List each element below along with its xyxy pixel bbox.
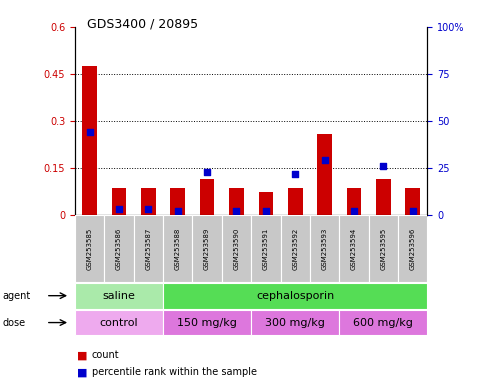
FancyBboxPatch shape (75, 215, 104, 282)
Text: 300 mg/kg: 300 mg/kg (265, 318, 325, 328)
FancyBboxPatch shape (163, 283, 427, 309)
Bar (229, 189, 244, 215)
Text: ■: ■ (77, 367, 88, 377)
Text: GSM253592: GSM253592 (292, 227, 298, 270)
Text: GDS3400 / 20895: GDS3400 / 20895 (87, 17, 198, 30)
Bar (141, 189, 156, 215)
Text: GSM253593: GSM253593 (322, 227, 327, 270)
Bar (376, 179, 391, 215)
Bar (200, 179, 214, 215)
Text: percentile rank within the sample: percentile rank within the sample (92, 367, 257, 377)
FancyBboxPatch shape (134, 215, 163, 282)
Text: GSM253585: GSM253585 (86, 227, 93, 270)
Point (291, 170, 299, 177)
Point (115, 206, 123, 212)
FancyBboxPatch shape (104, 215, 134, 282)
Point (321, 157, 328, 164)
Point (262, 208, 270, 214)
Bar (258, 192, 273, 215)
Text: 150 mg/kg: 150 mg/kg (177, 318, 237, 328)
Point (203, 169, 211, 175)
Bar (317, 134, 332, 215)
Text: dose: dose (2, 318, 26, 328)
FancyBboxPatch shape (75, 310, 163, 336)
Text: GSM253588: GSM253588 (175, 227, 181, 270)
Text: GSM253590: GSM253590 (233, 227, 240, 270)
Point (350, 208, 358, 214)
Text: GSM253591: GSM253591 (263, 227, 269, 270)
Text: GSM253587: GSM253587 (145, 227, 151, 270)
Point (174, 208, 182, 214)
FancyBboxPatch shape (339, 215, 369, 282)
Text: cephalosporin: cephalosporin (256, 291, 334, 301)
Point (144, 206, 152, 212)
Point (85, 129, 93, 135)
FancyBboxPatch shape (369, 215, 398, 282)
Bar (347, 189, 361, 215)
FancyBboxPatch shape (251, 310, 339, 336)
FancyBboxPatch shape (163, 310, 251, 336)
FancyBboxPatch shape (192, 215, 222, 282)
Bar (112, 189, 126, 215)
FancyBboxPatch shape (222, 215, 251, 282)
Text: saline: saline (102, 291, 135, 301)
Bar (288, 189, 302, 215)
FancyBboxPatch shape (163, 215, 192, 282)
Bar (170, 189, 185, 215)
Text: count: count (92, 350, 119, 360)
Text: ■: ■ (77, 350, 88, 360)
FancyBboxPatch shape (310, 215, 339, 282)
Text: GSM253596: GSM253596 (410, 227, 416, 270)
Text: GSM253589: GSM253589 (204, 227, 210, 270)
Text: agent: agent (2, 291, 30, 301)
Point (380, 163, 387, 169)
Text: GSM253586: GSM253586 (116, 227, 122, 270)
FancyBboxPatch shape (339, 310, 427, 336)
Text: GSM253594: GSM253594 (351, 227, 357, 270)
FancyBboxPatch shape (281, 215, 310, 282)
Text: control: control (99, 318, 138, 328)
Bar (82, 66, 97, 215)
FancyBboxPatch shape (398, 215, 427, 282)
Point (409, 208, 417, 214)
Text: GSM253595: GSM253595 (381, 227, 386, 270)
FancyBboxPatch shape (75, 283, 163, 309)
Text: 600 mg/kg: 600 mg/kg (354, 318, 413, 328)
Bar (405, 189, 420, 215)
Point (233, 208, 241, 214)
FancyBboxPatch shape (251, 215, 281, 282)
